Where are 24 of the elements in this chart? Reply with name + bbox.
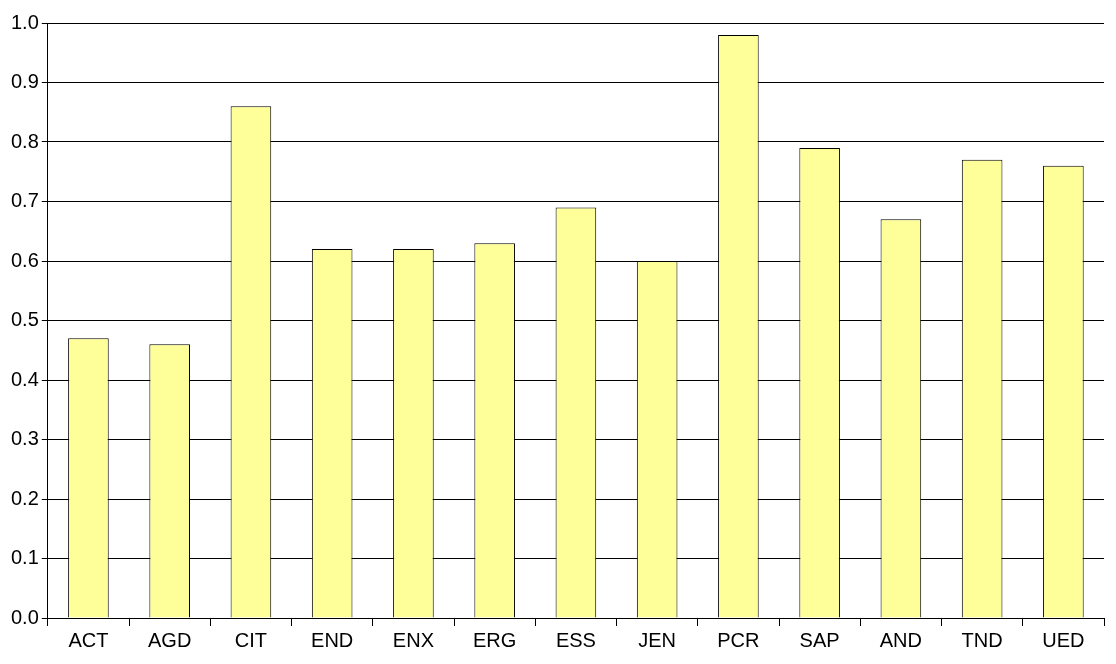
x-tick-label: JEN [638,628,677,651]
y-tick-label: 0.3 [10,427,39,450]
y-tick-label: 1.0 [10,10,39,33]
x-tick-label: ACT [68,628,109,651]
y-tick-label: 0.8 [10,129,39,152]
x-tick-label: ERG [472,628,517,651]
x-tick-label: TND [961,628,1003,651]
x-tick-label: PCR [717,628,760,651]
x-tick-label: UED [1042,628,1085,651]
x-tick-label: ENX [392,628,434,651]
y-tick-label: 0.0 [10,605,39,628]
y-tick-label: 0.7 [10,189,39,212]
y-tick-label: 0.4 [10,367,39,390]
y-tick-label: 0.9 [10,70,39,93]
y-tick-label: 0.6 [10,248,39,271]
x-tick-label: SAP [799,628,840,651]
y-tick-label: 0.5 [10,308,39,331]
x-tick-label: ESS [555,628,596,651]
y-tick-label: 0.1 [10,546,39,569]
x-tick-label: CIT [234,628,268,651]
x-tick-label: END [311,628,354,651]
x-tick-label: AGD [148,628,192,651]
y-tick-label: 0.2 [10,486,39,509]
x-tick-label: AND [879,628,922,651]
